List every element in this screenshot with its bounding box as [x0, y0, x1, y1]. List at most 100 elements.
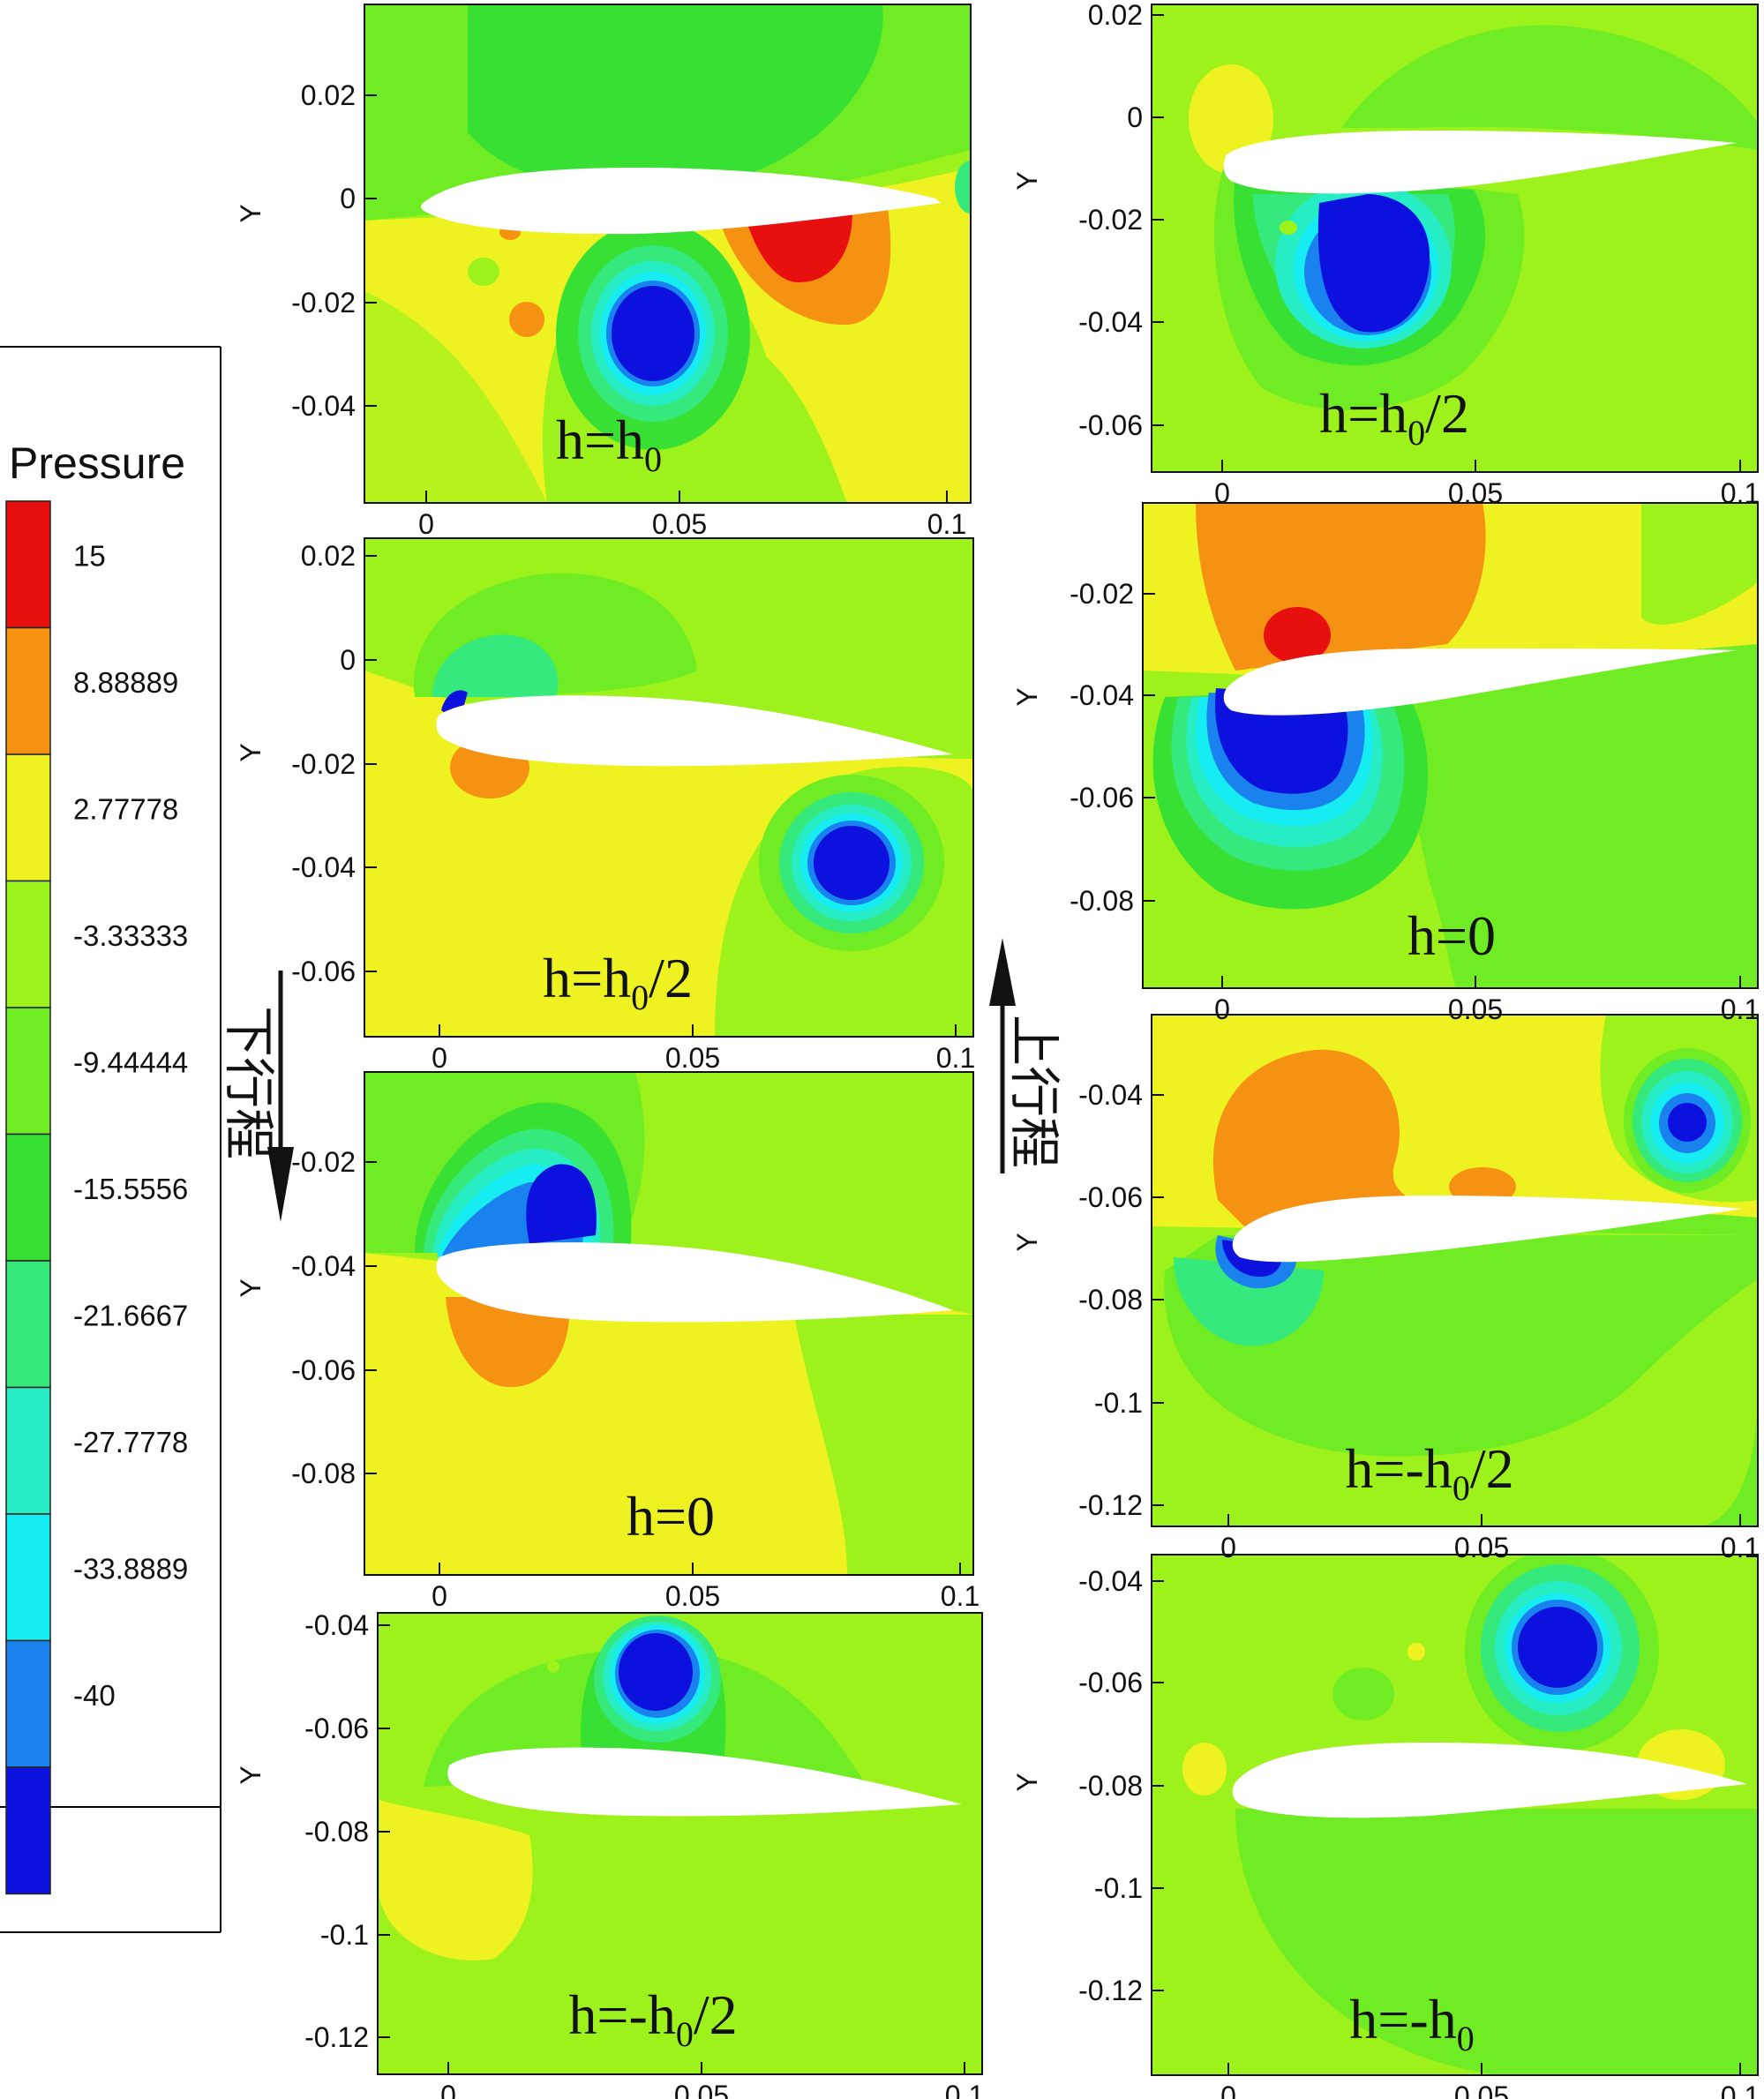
caption-subscript: 0 [644, 439, 662, 479]
y-tick-label: -0.08 [291, 1458, 356, 1489]
x-tick-label: 0.05 [1448, 993, 1503, 1025]
panel-down-h0 [364, 4, 972, 504]
axes-up-2: -0.02 -0.04 -0.06 -0.08 0 0.05 0.1 Yh=0 [1011, 578, 1760, 1025]
caption-base: h=h [1319, 382, 1407, 445]
panel-down-neg-h0-half [377, 1612, 983, 2075]
caption-subscript: 0 [676, 2014, 694, 2054]
caption-subscript: 0 [631, 978, 649, 1017]
legend-swatch [5, 1639, 51, 1768]
y-tick-label: -0.06 [291, 956, 356, 987]
x-tick-label: 0.05 [1448, 477, 1503, 509]
caption-subscript: 0 [1407, 413, 1425, 453]
upstroke-label: 上行程 [1004, 1015, 1064, 1168]
upstroke-indicator: 上行程 [989, 938, 1064, 1173]
panel-down-h0-zero [364, 1071, 974, 1576]
x-tick-label: 0.1 [1721, 1532, 1760, 1563]
axes-up-1: 0.020-0.02-0.04-0.060 0.05 0.1Yh=h0/2 [1011, 0, 1760, 509]
y-tick-label: -0.02 [1078, 204, 1143, 236]
y-tick-label: -0.12 [1078, 1489, 1143, 1521]
up-arrow-icon [989, 938, 1016, 1006]
down-arrow-icon [267, 1147, 294, 1222]
y-tick-label: -0.08 [1078, 1284, 1143, 1316]
axes-down-4: -0.04-0.06-0.08-0.1-0.120 0.05 0.1Yh=-h0/2 [235, 1609, 984, 2099]
legend-swatch [5, 1766, 51, 1895]
contour-field [364, 538, 973, 1037]
legend-swatch [5, 1007, 51, 1136]
x-tick-label: 0.1 [945, 2080, 984, 2099]
legend-level-label: -40 [73, 1679, 116, 1712]
y-axis-label: Y [235, 204, 266, 222]
panel-up-neg-h0-half [1151, 1014, 1759, 1527]
legend-swatch [5, 880, 51, 1008]
caption-base: h=-h [1345, 1437, 1452, 1500]
x-tick-label: 0.05 [652, 508, 707, 540]
contour-field [364, 1072, 973, 1575]
legend-swatch [5, 500, 51, 629]
y-tick-label: -0.12 [1078, 1975, 1143, 2006]
y-tick-label: 0.02 [301, 540, 356, 572]
y-tick-label: -0.02 [1070, 578, 1134, 610]
x-tick-label: 0 [432, 1042, 447, 1074]
x-tick-label: 0 [418, 508, 434, 540]
panel-caption: h=0 [1407, 904, 1496, 967]
y-axis-label: Y [1011, 1773, 1043, 1791]
y-tick-label: -0.04 [1078, 1079, 1143, 1111]
legend-labels: 15 8.88889 2.77778 -3.33333 -9.44444 -15.5556… [73, 540, 188, 1713]
y-tick-label: -0.02 [291, 1146, 356, 1178]
plot-frame [377, 1612, 983, 2075]
y-tick-label: -0.06 [1070, 782, 1134, 813]
caption-tail: /2 [649, 947, 693, 1009]
panel-down-h0-half [364, 537, 974, 1038]
panel-up-h0-zero [1142, 502, 1759, 989]
legend: Pressure 15 8.88889 2.77778 -3.33333 -9.4444… [0, 346, 221, 1933]
y-tick-label: 0 [1127, 101, 1143, 133]
x-tick-label: 0 [1214, 993, 1230, 1025]
y-axis-label: Y [1011, 1233, 1043, 1251]
y-tick-label: -0.02 [291, 748, 356, 780]
airfoil-shape [1232, 1743, 1747, 1818]
legend-colorbar [5, 500, 51, 1895]
caption-base: h=0 [1407, 904, 1496, 967]
y-tick-label: -0.04 [1078, 1565, 1143, 1597]
y-tick-label: -0.04 [291, 1250, 356, 1282]
y-tick-label: -0.1 [1094, 1387, 1143, 1419]
contour-field [1152, 1015, 1758, 1526]
x-tick-label: 0.1 [941, 1580, 980, 1612]
x-tick-label: 0.1 [927, 508, 966, 540]
airfoil-shape [1223, 131, 1737, 194]
legend-level-label: -33.8889 [73, 1553, 188, 1585]
x-tick-label: 0 [1214, 477, 1230, 509]
panel-up-neg-h0 [1151, 1554, 1759, 2076]
axes-up-4: -0.04-0.06-0.08-0.1-0.120 0.05 0.1Yh=-h0 [1011, 1565, 1760, 2099]
x-tick-label: 0.05 [674, 2080, 729, 2099]
y-tick-label: -0.08 [1070, 885, 1134, 917]
y-axis-label: Y [235, 1278, 266, 1297]
plot-frame [364, 537, 974, 1038]
panel-caption: h=0 [627, 1485, 715, 1548]
legend-swatch [5, 626, 51, 755]
axes-down-2: 0.020-0.02-0.04-0.060 0.05 0.1Yh=h0/2 [235, 540, 975, 1074]
axes-up-3: -0.04-0.06-0.08-0.1-0.120 0.05 0.1Yh=-h0/2 [1011, 1079, 1760, 1563]
caption-base: h=h [543, 947, 631, 1009]
caption-base: h=-h [568, 1983, 675, 2046]
plot-frame [364, 4, 972, 504]
contour-field [1152, 1555, 1758, 2075]
contour-field [1152, 4, 1758, 472]
y-tick-label: 0 [340, 183, 356, 214]
legend-level-label: -9.44444 [73, 1046, 188, 1079]
airfoil-shape [421, 168, 941, 235]
caption-base: h=-h [1349, 1988, 1456, 2050]
panel-caption: h=h0 [556, 409, 662, 479]
y-tick-label: 0.02 [301, 79, 356, 111]
x-tick-label: 0 [1220, 1532, 1236, 1563]
caption-subscript: 0 [1452, 1468, 1470, 1508]
legend-swatch [5, 1133, 51, 1262]
y-tick-label: -0.1 [320, 1919, 369, 1951]
panel-up-h0-half [1151, 4, 1759, 473]
y-tick-label: -0.12 [304, 2021, 369, 2053]
x-tick-label: 0.1 [936, 1042, 975, 1074]
y-tick-label: -0.06 [1078, 1181, 1143, 1213]
airfoil-shape [1232, 1196, 1743, 1263]
legend-level-label: 8.88889 [73, 666, 178, 699]
